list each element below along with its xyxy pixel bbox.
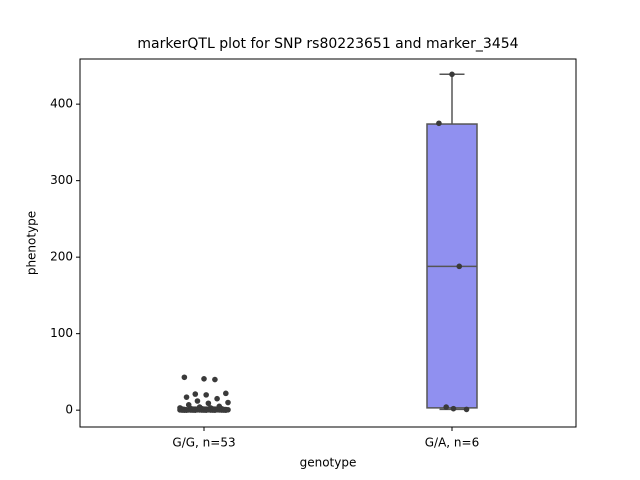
point bbox=[449, 71, 455, 78]
point bbox=[214, 395, 220, 402]
x-tick-label: G/G, n=53 bbox=[172, 436, 235, 450]
y-tick-label: 400 bbox=[50, 97, 73, 111]
point bbox=[450, 405, 457, 412]
point bbox=[181, 374, 188, 381]
point bbox=[192, 407, 199, 413]
point bbox=[194, 398, 201, 404]
y-tick-label: 100 bbox=[50, 326, 73, 340]
point bbox=[212, 376, 218, 383]
point bbox=[205, 400, 212, 407]
point bbox=[225, 399, 231, 406]
point bbox=[436, 120, 442, 127]
point bbox=[192, 391, 199, 397]
point bbox=[223, 390, 229, 397]
point bbox=[201, 376, 207, 382]
chart-title: markerQTL plot for SNP rs80223651 and ma… bbox=[137, 36, 518, 52]
x-axis-label: genotype bbox=[300, 456, 357, 470]
point bbox=[456, 263, 463, 270]
point bbox=[203, 407, 209, 413]
point bbox=[183, 407, 190, 413]
point bbox=[183, 394, 190, 400]
y-tick-label: 0 bbox=[65, 403, 73, 417]
plot-frame bbox=[79, 58, 577, 428]
point bbox=[212, 407, 218, 413]
y-tick-label: 200 bbox=[50, 250, 73, 264]
point bbox=[223, 407, 229, 413]
point bbox=[203, 392, 209, 398]
y-tick-label: 300 bbox=[50, 173, 73, 187]
y-axis-label: phenotype bbox=[25, 211, 39, 275]
point bbox=[443, 404, 449, 410]
x-tick-label: G/A, n=6 bbox=[425, 436, 479, 450]
point bbox=[463, 406, 470, 413]
